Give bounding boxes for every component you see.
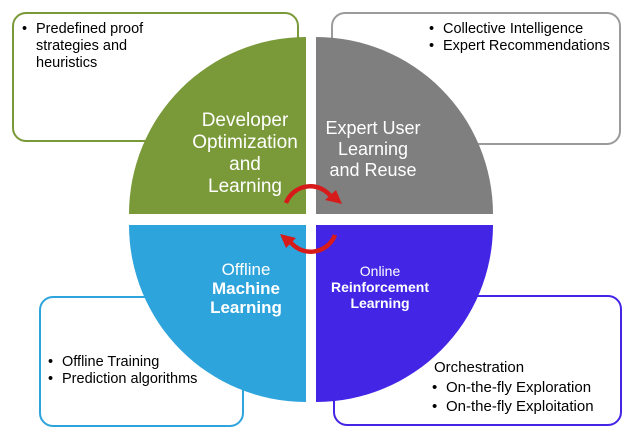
list-item: On-the-fly Exploration xyxy=(430,378,620,397)
label-line: Learning xyxy=(337,139,409,159)
arrow-head xyxy=(280,234,296,248)
list-item: Expert Recommendations xyxy=(427,38,617,55)
list-item: Prediction algorithms xyxy=(46,371,236,388)
expert-quadrant xyxy=(316,37,493,214)
label-line: Learning xyxy=(350,295,410,311)
collective-list: Collective Intelligence Expert Recommend… xyxy=(427,21,617,55)
strategies-list: Predefined proof strategies and heuristi… xyxy=(20,21,170,72)
label-line: Online xyxy=(359,263,401,279)
list-item: Offline Training xyxy=(46,354,236,371)
offline-machine-learning-label: Offline Machine Learning xyxy=(176,260,316,317)
orchestration-list: On-the-fly Exploration On-the-fly Exploi… xyxy=(430,378,620,416)
cycle-arrows-icon xyxy=(280,184,342,254)
label-line: and xyxy=(229,154,261,175)
label-line: Learning xyxy=(210,298,282,317)
arrow-arc xyxy=(287,234,338,254)
label-line: Reinforcement xyxy=(330,279,430,295)
list-item: Predefined proof strategies and heuristi… xyxy=(20,21,170,72)
arrow-arc xyxy=(283,184,334,204)
label-line: Offline xyxy=(221,260,271,279)
label-line: Machine xyxy=(211,279,281,298)
expert-user-label: Expert User Learning and Reuse xyxy=(318,118,428,181)
developer-optimization-label: Developer Optimization and Learning xyxy=(175,110,315,198)
orchestration-heading: Orchestration xyxy=(434,359,525,376)
label-line: Developer xyxy=(201,110,289,131)
online-quadrant xyxy=(316,225,493,402)
list-item: Collective Intelligence xyxy=(427,21,617,38)
label-line: Learning xyxy=(208,176,282,197)
label-line: Expert User xyxy=(325,118,421,138)
offline-training-list: Offline Training Prediction algorithms xyxy=(46,354,236,388)
list-item: On-the-fly Exploitation xyxy=(430,397,620,416)
arrow-head xyxy=(325,190,342,204)
online-reinforcement-learning-label: Online Reinforcement Learning xyxy=(310,263,450,311)
offline-quadrant xyxy=(129,225,306,402)
label-line: and Reuse xyxy=(329,160,417,180)
developer-quadrant xyxy=(129,37,306,214)
label-line: Optimization xyxy=(192,132,298,153)
